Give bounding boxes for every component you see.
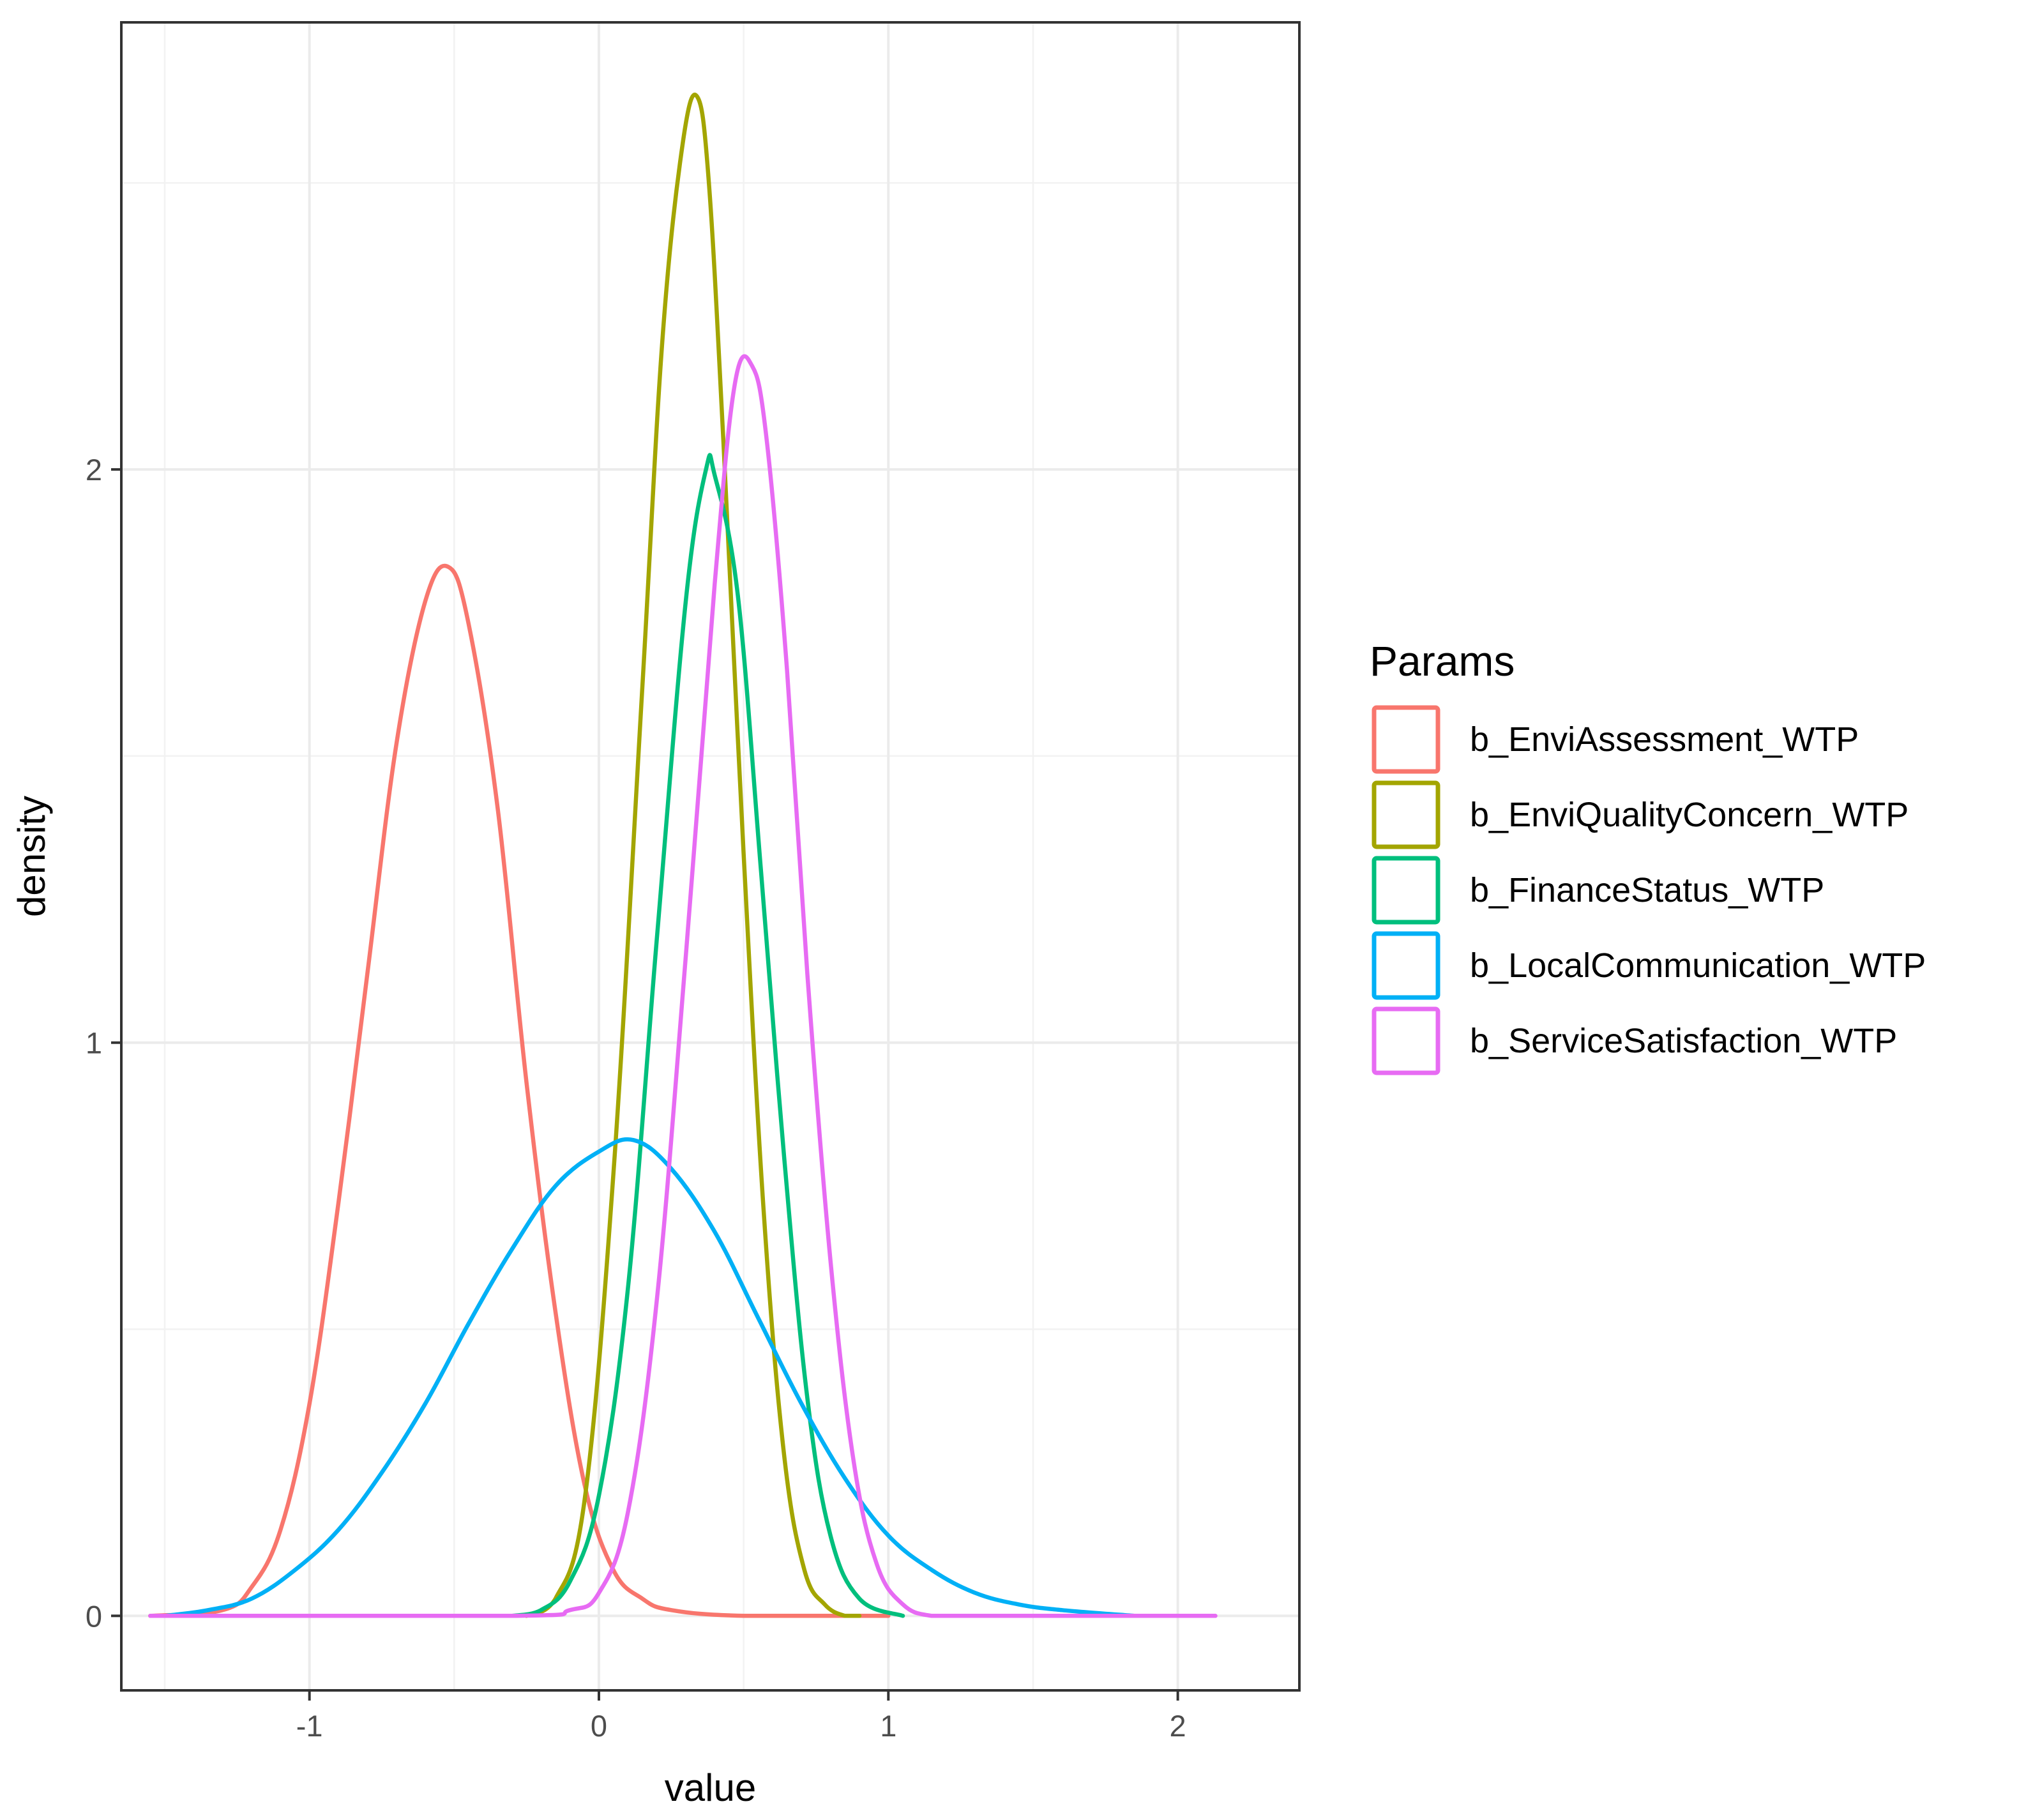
- legend-items: b_EnviAssessment_WTP b_EnviQualityConcern…: [1372, 705, 1926, 1075]
- legend: Params b_EnviAssessment_WTP b_EnviQuality…: [1370, 637, 1926, 1075]
- axes: -1 0 1 2 0 1 2: [86, 453, 1186, 1743]
- legend-label: b_EnviQualityConcern_WTP: [1470, 796, 1909, 834]
- series-line-5: [148, 354, 1218, 1618]
- y-axis-title: density: [10, 796, 53, 917]
- series-line-4: [162, 1137, 1137, 1618]
- legend-label: b_LocalCommunication_WTP: [1470, 946, 1926, 985]
- x-axis-title: value: [665, 1766, 756, 1809]
- y-tick-label: 0: [86, 1599, 102, 1633]
- y-tick-label: 1: [86, 1026, 102, 1060]
- legend-key: [1372, 780, 1440, 849]
- series-lines: [148, 93, 1218, 1618]
- x-tick-label: -1: [296, 1709, 323, 1743]
- plot-border: [120, 21, 1301, 1692]
- legend-label: b_FinanceStatus_WTP: [1470, 871, 1824, 909]
- legend-key: [1372, 1006, 1440, 1075]
- legend-key: [1372, 705, 1440, 774]
- plot-background: [121, 22, 1299, 1690]
- x-tick-label: 0: [591, 1709, 607, 1743]
- legend-key: [1372, 931, 1440, 1000]
- legend-key: [1372, 856, 1440, 925]
- legend-label: b_ServiceSatisfaction_WTP: [1470, 1022, 1897, 1060]
- x-tick-label: 2: [1170, 1709, 1186, 1743]
- y-tick-label: 2: [86, 453, 102, 487]
- series-line-3: [510, 453, 905, 1618]
- x-tick-label: 1: [880, 1709, 896, 1743]
- legend-title: Params: [1370, 637, 1515, 685]
- legend-label: b_EnviAssessment_WTP: [1470, 720, 1859, 759]
- series-line-2: [524, 93, 862, 1618]
